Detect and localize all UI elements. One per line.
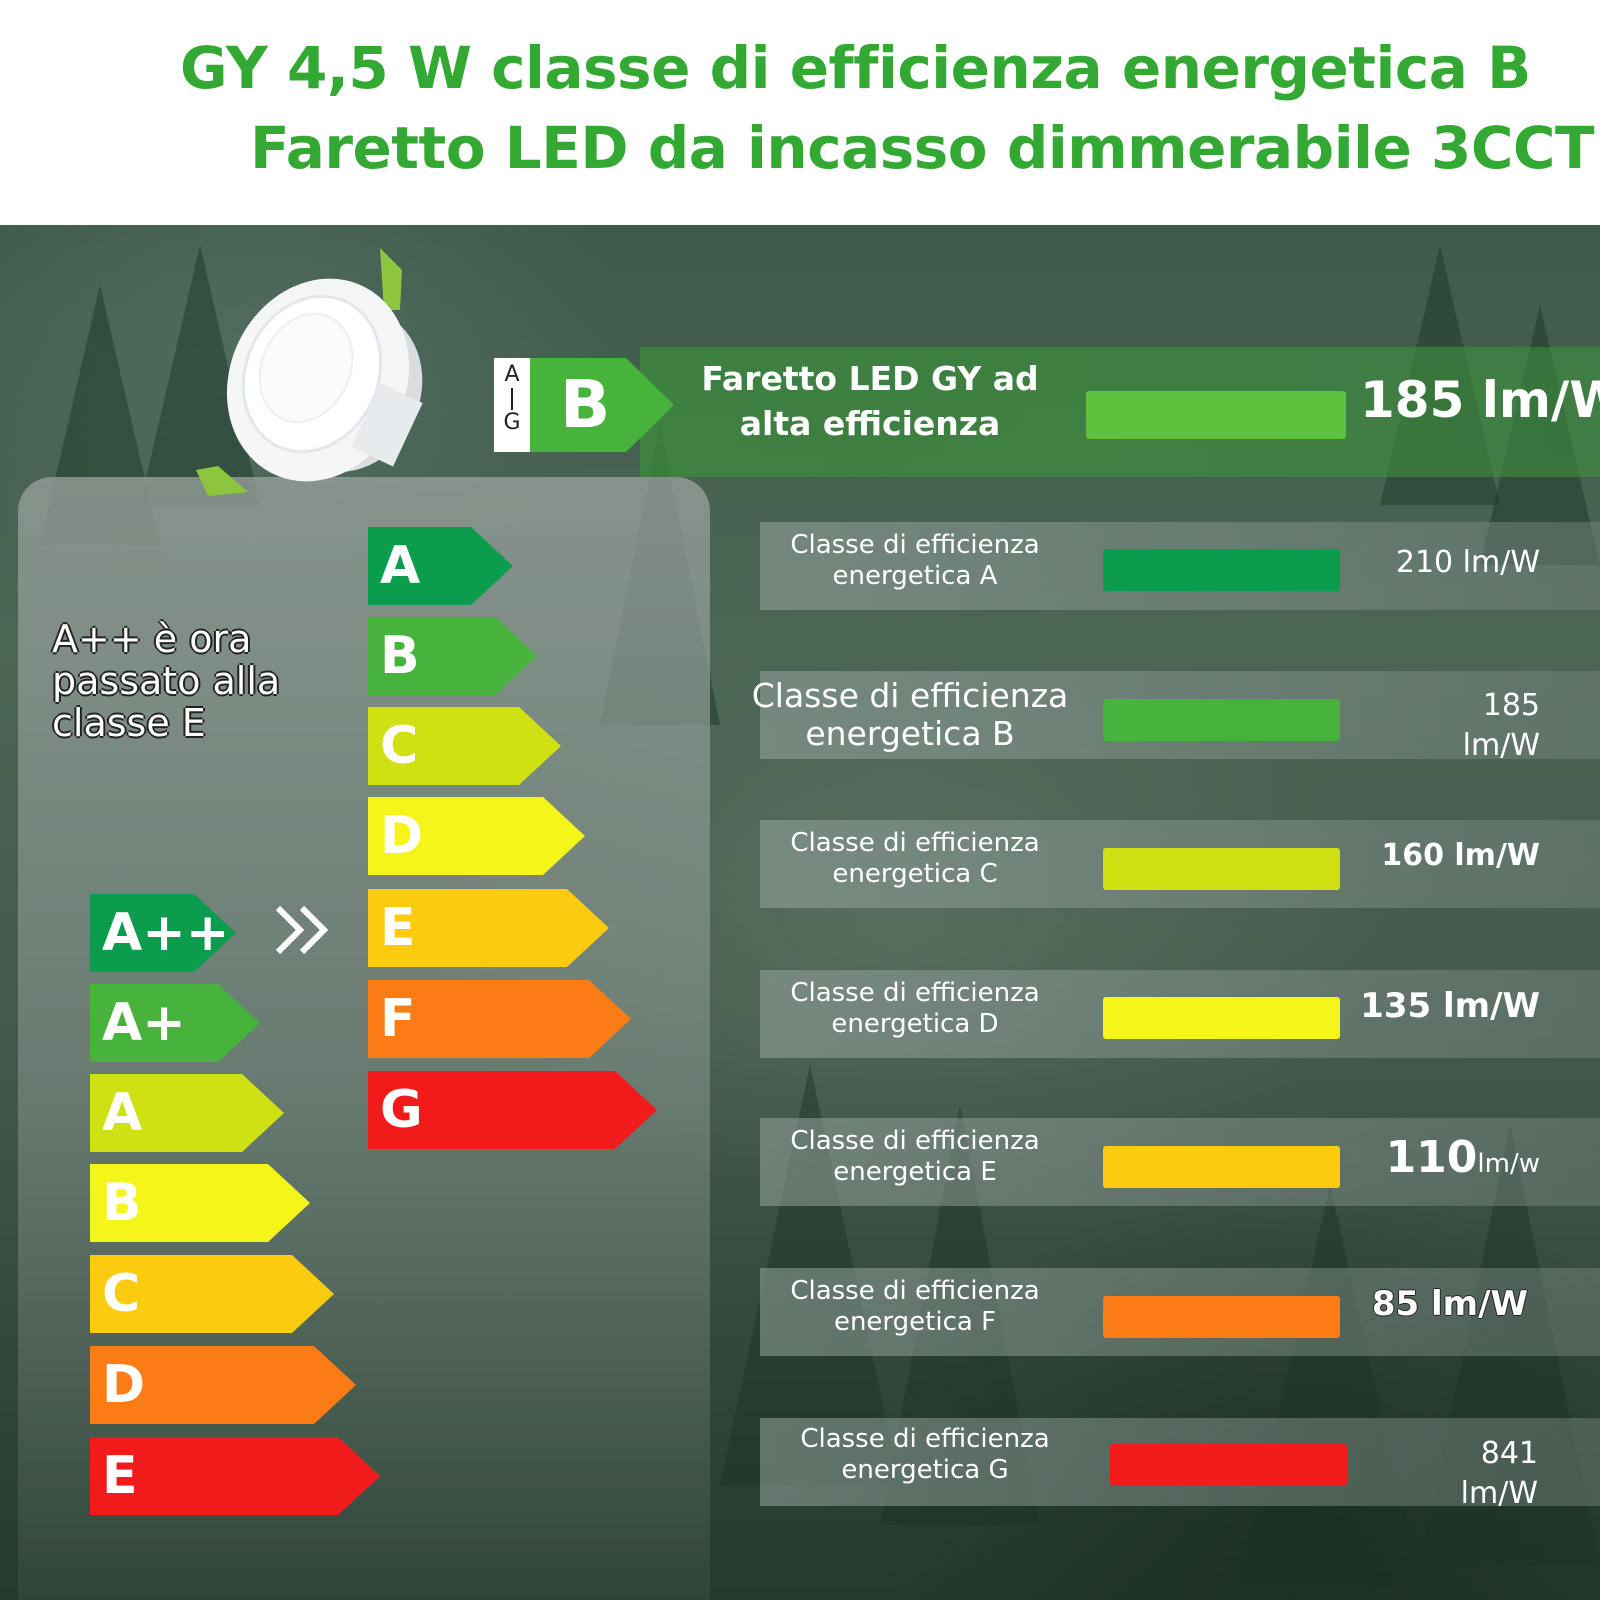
class-row-value-g: 841 lm/W [1460,1436,1538,1511]
old-scale-arrow-e: E [90,1437,380,1515]
class-row-value-c: 160 lm/W [1381,838,1540,873]
new-scale-arrow-g: G [368,1071,657,1149]
new-scale-arrow-f: F [368,980,631,1058]
class-row-value-e: 110lm/w [1386,1136,1540,1184]
class-row-bar-b [1103,699,1340,741]
scale-bottom-label: G [503,410,521,435]
double-chevron-right-icon [275,905,329,955]
new-scale-arrow-d: D [368,797,585,875]
class-row-value-number: 110 [1385,1132,1478,1183]
new-scale-label: G [380,1080,423,1140]
scale-range-box: A G [494,358,530,452]
old-scale-arrow-d: D [90,1346,356,1424]
new-scale-arrow-c: C [368,707,561,785]
old-scale-label: A [102,1083,143,1143]
old-scale-label: A+ [102,993,186,1053]
product-efficiency-bar [1086,391,1346,439]
tree-shape [1240,1185,1420,1585]
old-scale-arrow-b: B [90,1164,310,1242]
old-scale-label: C [102,1264,141,1324]
scale-arrow-icon [511,388,513,410]
product-efficiency-value: 185 lm/W [1360,371,1600,429]
class-row-label-g: Classe di efficienza energetica G [800,1424,1050,1485]
class-row-value-b: 185 lm/W [1462,688,1540,763]
class-row-bar-c [1103,848,1340,890]
new-scale-label: D [380,806,424,866]
old-scale-label: B [102,1173,142,1233]
old-scale-label: E [102,1446,138,1506]
class-row-label-a: Classe di efficienza energetica A [790,530,1040,591]
class-row-value-d: 135 lm/W [1360,986,1540,1026]
new-scale-label: F [380,989,416,1049]
new-scale-arrow-a: A [368,527,513,605]
title-line-2: Faretto LED da incasso dimmerabile 3CCT [250,114,1595,182]
scale-change-note: A++ è ora passato alla classe E [52,617,281,745]
product-name: Faretto LED GY ad alta efficienza [701,359,1039,443]
new-scale-arrow-e: E [368,889,609,967]
class-row-bar-a [1103,549,1340,591]
class-row-label-d: Classe di efficienza energetica D [790,978,1040,1039]
title-line-1: GY 4,5 W classe di efficienza energetica… [180,34,1531,102]
scale-top-label: A [504,362,520,387]
class-row-bar-f [1103,1296,1340,1338]
class-row-label-e: Classe di efficienza energetica E [790,1126,1040,1187]
class-row-value-unit: lm/w [1477,1149,1540,1179]
class-row-value-a: 210 lm/W [1395,545,1540,580]
class-row-label-f: Classe di efficienza energetica F [790,1276,1040,1337]
new-scale-label: B [380,626,420,686]
new-scale-label: C [380,716,419,776]
old-scale-label: D [102,1355,146,1415]
old-scale-arrow-a-plus: A+ [90,984,260,1062]
product-class-badge: B [530,358,674,452]
class-row-bar-g [1110,1444,1347,1486]
new-scale-label: A [380,536,421,596]
class-row-bar-e [1103,1146,1340,1188]
old-scale-label: A++ [102,903,230,963]
class-row-label-b: Classe di efficienza energetica B [751,676,1069,753]
class-row-bar-d [1103,997,1340,1039]
new-scale-arrow-b: B [368,617,537,695]
header: GY 4,5 W classe di efficienza energetica… [0,0,1600,225]
class-row-value-f: 85 lm/W [1371,1284,1528,1324]
recessed-led-downlight-icon [196,248,423,496]
old-scale-arrow-a: A [90,1074,284,1152]
class-row-label-c: Classe di efficienza energetica C [790,828,1040,889]
old-scale-arrow-c: C [90,1255,334,1333]
new-scale-label: E [380,898,416,958]
